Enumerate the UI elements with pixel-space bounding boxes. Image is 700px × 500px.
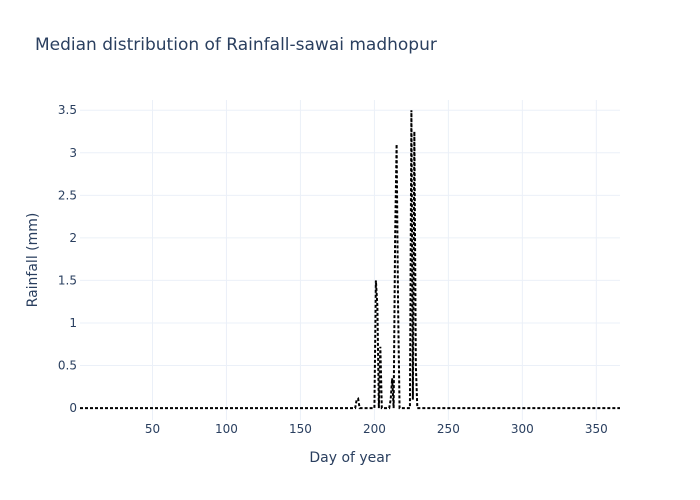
plot-area — [80, 110, 620, 410]
x-tick-label: 50 — [145, 422, 160, 436]
x-tick-label: 150 — [289, 422, 312, 436]
chart-title: Median distribution of Rainfall-sawai ma… — [35, 35, 437, 55]
y-tick-label: 0.5 — [58, 359, 77, 373]
y-axis-ticks: 0 0.5 1 1.5 2 2.5 3 3.5 — [58, 103, 77, 415]
y-axis-title: Rainfall (mm) — [25, 213, 41, 308]
y-tick-label: 0 — [69, 401, 77, 415]
x-tick-label: 350 — [585, 422, 608, 436]
x-tick-label: 100 — [215, 422, 238, 436]
x-axis-title: Day of year — [309, 450, 391, 466]
y-tick-label: 3 — [69, 146, 77, 160]
grid-lines — [80, 100, 620, 420]
x-axis-ticks: 50 100 150 200 250 300 350 — [145, 422, 608, 436]
rainfall-series-line — [80, 110, 620, 410]
y-tick-label: 2.5 — [58, 188, 77, 202]
y-tick-label: 3.5 — [58, 103, 77, 117]
y-tick-label: 1.5 — [58, 273, 77, 287]
y-tick-label: 2 — [69, 231, 77, 245]
x-tick-label: 300 — [511, 422, 534, 436]
x-tick-label: 250 — [437, 422, 460, 436]
x-tick-label: 200 — [363, 422, 386, 436]
y-tick-label: 1 — [69, 316, 77, 330]
